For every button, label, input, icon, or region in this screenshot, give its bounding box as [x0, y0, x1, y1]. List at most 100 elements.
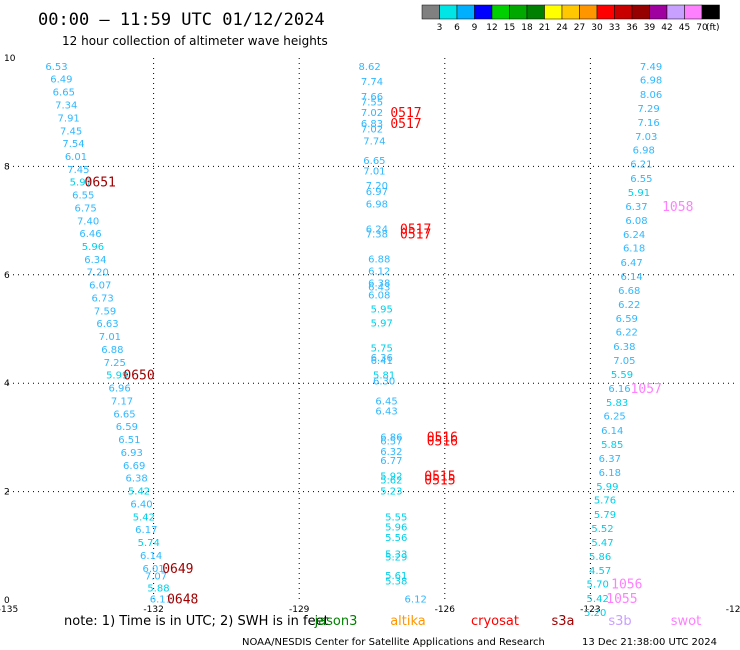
swh-value: 7.05 [613, 356, 635, 367]
swh-value: 7.02 [361, 108, 383, 119]
swh-value: 6.25 [604, 412, 626, 423]
swh-value: 6.41 [371, 356, 393, 367]
swh-value: 6.38 [368, 278, 390, 289]
swh-value: 7.01 [363, 167, 385, 178]
swh-value: 7.66 [361, 92, 383, 103]
swh-value: 6.65 [53, 88, 75, 99]
swh-value: 6.98 [633, 146, 655, 157]
swh-value: 6.17 [135, 525, 157, 536]
timestamp-text: 13 Dec 21:38:00 UTC 2024 [582, 637, 717, 648]
x-axis-ticks: -135 -132 -129 -126 -123 -120 [0, 605, 740, 615]
y-tick-label: 2 [4, 488, 10, 498]
swh-value: 6.22 [616, 328, 638, 339]
wave-height-values: 6.536.496.657.347.917.457.546.017.455.97… [45, 62, 662, 619]
swh-value: 6.49 [50, 75, 72, 86]
swh-value: 6.14 [601, 426, 623, 437]
swh-value: 6.83 [361, 119, 383, 130]
swh-value: 6.37 [625, 202, 647, 213]
colorbar-label: 6 [454, 23, 460, 33]
credit-text: NOAA/NESDIS Center for Satellite Applica… [242, 637, 545, 648]
swh-value: 5.70 [587, 580, 609, 591]
swh-value: 7.55 [361, 97, 383, 108]
y-tick-label: 4 [4, 379, 10, 389]
colorbar-swatch [491, 4, 510, 20]
colorbar-swatch [421, 4, 440, 20]
swh-value: 5.42 [133, 513, 155, 524]
satellite-legend-entry: jason3 [314, 614, 358, 629]
y-tick-label: 0 [4, 596, 10, 606]
swh-value: 7.16 [638, 118, 660, 129]
swh-value: 6.69 [123, 461, 145, 472]
colorbar-swatch [579, 4, 598, 20]
pass-time-label: 0651 [85, 176, 116, 191]
pass-time-label: 0515 [424, 474, 455, 489]
colorbar-label: 39 [644, 23, 656, 33]
swh-value: 6.32 [380, 447, 402, 458]
swh-value: 6.77 [380, 456, 402, 467]
swh-value: 6.38 [125, 474, 147, 485]
colorbar-label: 30 [591, 23, 603, 33]
swh-value: 7.40 [77, 217, 99, 228]
swh-value: 7.91 [58, 114, 80, 125]
swh-value: 6.53 [45, 62, 67, 73]
colorbar-label: 9 [472, 23, 478, 33]
swh-value: 6.16 [608, 384, 630, 395]
pass-time-label: 0517 [400, 228, 431, 243]
swh-value: 6.07 [89, 281, 111, 292]
note-text: note: 1) Time is in UTC; 2) SWH is in fe… [64, 614, 329, 629]
colorbar-label: 70 [696, 23, 708, 33]
swh-value: 5.91 [628, 188, 650, 199]
swh-value: 5.59 [611, 370, 633, 381]
swh-value: 6.36 [371, 353, 393, 364]
swh-value: 7.38 [366, 230, 388, 241]
swh-value: 7.45 [67, 165, 89, 176]
pass-time-label: 0649 [162, 562, 193, 577]
swh-value: 5.61 [385, 571, 407, 582]
swh-value: 6.59 [616, 314, 638, 325]
swh-value: 6.12 [405, 594, 427, 605]
pass-labels: 0651065006490648051705170517051705160516… [85, 106, 694, 607]
swh-value: 5.81 [373, 371, 395, 382]
x-tick-label: -129 [289, 605, 310, 615]
swh-value: 6.24 [623, 230, 645, 241]
swh-value: 5.38 [385, 576, 407, 587]
swh-value: 6.43 [375, 406, 397, 417]
swh-value: 6.12 [368, 266, 390, 277]
colorbar-label: 45 [679, 23, 690, 33]
swh-value: 7.45 [60, 127, 82, 138]
pass-time-label: 0517 [390, 117, 421, 132]
colorbar-label: 42 [661, 23, 672, 33]
swh-value: 5.79 [594, 510, 616, 521]
pass-time-label: 0516 [427, 435, 458, 450]
swh-value: 6.65 [363, 156, 385, 167]
swh-value: 6.43 [368, 283, 390, 294]
swh-value: 5.74 [138, 538, 160, 549]
colorbar-label: 36 [626, 23, 638, 33]
swh-value: 5.99 [106, 371, 128, 382]
colorbar-swatch [474, 4, 493, 20]
swh-value: 4.57 [589, 566, 611, 577]
swh-value: 6.86 [380, 432, 402, 443]
colorbar-swatch [666, 4, 685, 20]
colorbar-swatch [561, 4, 580, 20]
swh-value: 7.20 [87, 268, 109, 279]
swh-value: 5.92 [380, 471, 402, 482]
swh-value: 7.54 [62, 139, 84, 150]
swh-value: 7.17 [111, 397, 133, 408]
swh-value: 5.33 [385, 549, 407, 560]
swh-value: 5.75 [371, 343, 393, 354]
x-tick-label: -135 [0, 605, 18, 615]
swh-value: 5.99 [596, 482, 618, 493]
y-tick-label: 8 [4, 162, 10, 172]
swh-value: 6.22 [618, 300, 640, 311]
colorbar-swatch [701, 4, 720, 20]
swh-value: 6.51 [118, 435, 140, 446]
chart-title: 00:00 – 11:59 UTC 01/12/2024 [38, 10, 325, 30]
colorbar-label: 27 [574, 23, 585, 33]
swh-value: 7.25 [104, 358, 126, 369]
swh-value: 6.98 [640, 76, 662, 87]
swh-value: 6.96 [108, 384, 130, 395]
swh-value: 6.30 [373, 376, 395, 387]
x-tick-label: -120 [726, 605, 740, 615]
colorbar-label: 3 [437, 23, 443, 33]
